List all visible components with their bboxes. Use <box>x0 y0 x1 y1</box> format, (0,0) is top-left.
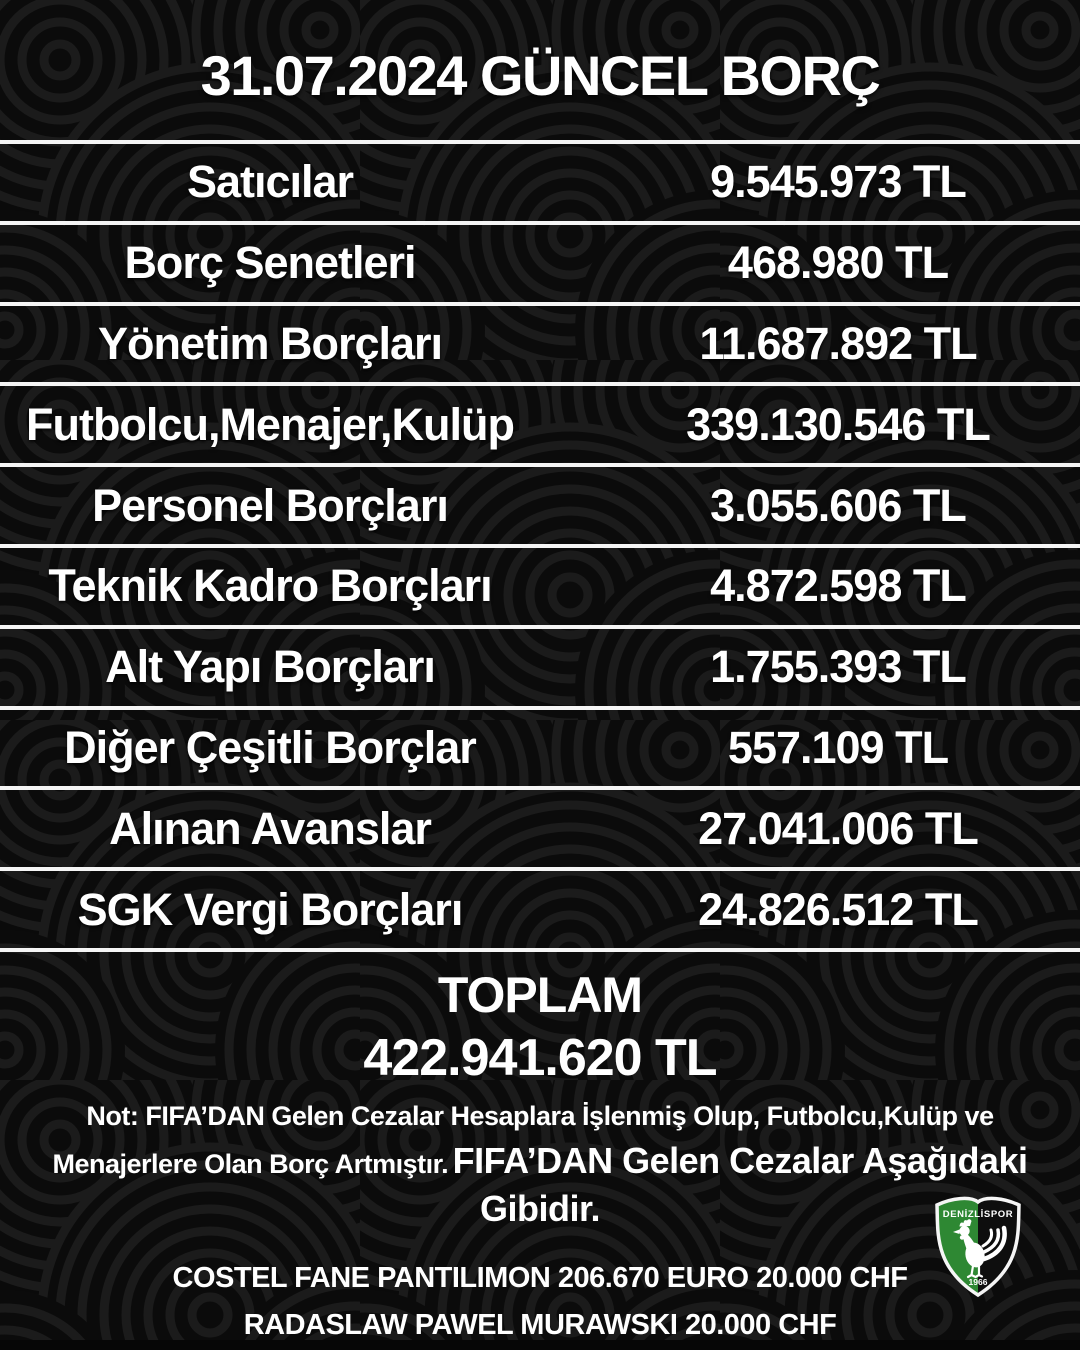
debt-amount: 27.041.006 TL <box>698 802 979 854</box>
debt-amount: 9.545.973 TL <box>710 156 967 208</box>
debt-amount: 3.055.606 TL <box>710 479 967 531</box>
page-title: 31.07.2024 GÜNCEL BORÇ <box>200 43 881 107</box>
total-label: TOPLAM <box>437 966 643 1023</box>
debt-label: Futbolcu,Menajer,Kulüp <box>25 398 515 450</box>
penalty-line: COSTEL FANE PANTILIMON 206.670 EURO 20.0… <box>172 1261 908 1294</box>
fifa-note-text: Not: FIFA’DAN Gelen Cezalar Hesaplara İş… <box>52 1100 995 1179</box>
debt-label: Satıcılar <box>186 156 354 208</box>
debt-amount: 11.687.892 TL <box>699 317 977 369</box>
logo-shield <box>935 1196 1021 1298</box>
club-logo: DENİZLİSPOR 19 <box>928 1194 1028 1300</box>
debt-label: Yönetim Borçları <box>97 317 443 369</box>
total-amount: 422.941.620 TL <box>363 1028 717 1087</box>
debt-table: Satıcılar 9.545.973 TL Borç Senetleri 46… <box>0 140 1080 948</box>
totals-section: TOPLAM 422.941.620 TL <box>0 947 1080 1090</box>
table-row: Borç Senetleri 468.980 TL <box>0 220 1080 302</box>
fifa-note: Not: FIFA’DAN Gelen Cezalar Hesaplara İş… <box>12 1096 1068 1237</box>
logo-club-name: DENİZLİSPOR <box>943 1209 1013 1220</box>
table-row: Personel Borçları 3.055.606 TL <box>0 463 1080 544</box>
poster-header: 31.07.2024 GÜNCEL BORÇ <box>0 0 1080 140</box>
table-row: Diğer Çeşitli Borçlar 557.109 TL <box>0 705 1080 787</box>
debt-amount: 24.826.512 TL <box>698 883 979 935</box>
table-row: Teknik Kadro Borçları 4.872.598 TL <box>0 543 1080 625</box>
debt-label: Diğer Çeşitli Borçlar <box>64 721 477 773</box>
debt-amount: 468.980 TL <box>727 237 949 289</box>
debt-amount: 557.109 TL <box>727 721 949 773</box>
table-row: Yönetim Borçları 11.687.892 TL <box>0 301 1080 383</box>
table-row: Satıcılar 9.545.973 TL <box>0 140 1080 221</box>
debt-amount: 4.872.598 TL <box>710 560 967 612</box>
rooster-icon <box>953 1219 1007 1279</box>
penalty-line: RADASLAW PAWEL MURAWSKI 20.000 CHF <box>243 1308 837 1341</box>
logo-year: 1966 <box>969 1277 988 1287</box>
debt-label: Alınan Avanslar <box>109 802 432 854</box>
fifa-note-emphasis: FIFA’DAN Gelen Cezalar Aşağıdaki Gibidir… <box>452 1139 1028 1229</box>
table-row: SGK Vergi Borçları 24.826.512 TL <box>0 867 1080 948</box>
table-row: Alt Yapı Borçları 1.755.393 TL <box>0 624 1080 706</box>
bottom-bar <box>0 1340 1080 1350</box>
debt-amount: 1.755.393 TL <box>710 641 967 693</box>
table-row: Futbolcu,Menajer,Kulüp 339.130.546 TL <box>0 382 1080 463</box>
debt-label: Teknik Kadro Borçları <box>48 560 492 612</box>
fifa-penalties-list: COSTEL FANE PANTILIMON 206.670 EURO 20.0… <box>0 1255 1080 1350</box>
debt-label: Personel Borçları <box>92 479 449 531</box>
debt-label: Alt Yapı Borçları <box>105 641 436 693</box>
table-row: Alınan Avanslar 27.041.006 TL <box>0 786 1080 867</box>
debt-label: Borç Senetleri <box>124 237 416 289</box>
debt-amount: 339.130.546 TL <box>686 398 991 450</box>
debt-label: SGK Vergi Borçları <box>77 883 464 935</box>
